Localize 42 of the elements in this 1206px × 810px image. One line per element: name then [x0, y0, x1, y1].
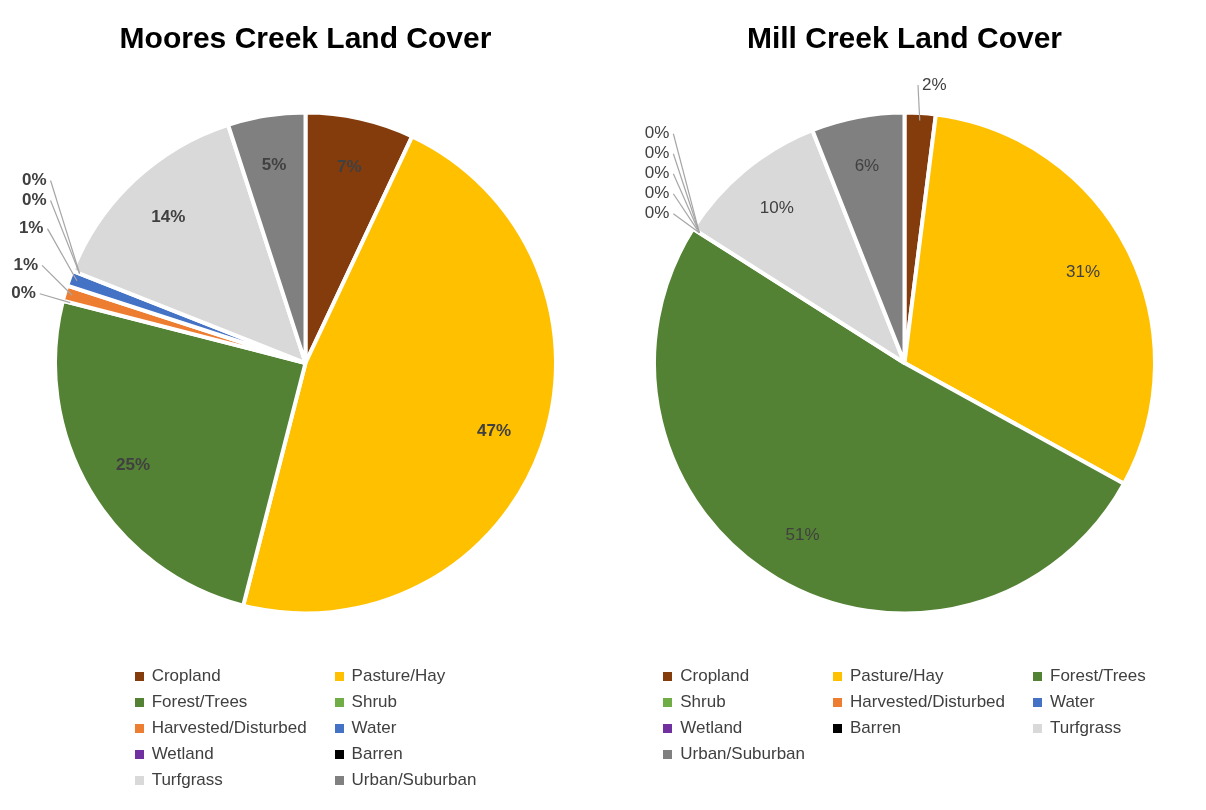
- legend-label: Shrub: [351, 692, 397, 712]
- legend-label: Forest/Trees: [1050, 666, 1146, 686]
- data-label: 14%: [151, 206, 186, 226]
- text: 0%: [644, 143, 670, 163]
- legend-label: Forest/Trees: [151, 692, 248, 712]
- legend-label: Turfgrass: [151, 770, 223, 790]
- data-label: 1%: [13, 254, 39, 274]
- legend-label: Urban/Suburban: [351, 770, 477, 790]
- legend-label: Cropland: [151, 666, 221, 686]
- legend-label: Urban/Suburban: [680, 744, 806, 764]
- legend-label: Shrub: [680, 692, 726, 712]
- legend-label: Pasture/Hay: [351, 666, 446, 686]
- legend-label: Barren: [850, 718, 902, 738]
- data-label: 6%: [854, 155, 880, 175]
- data-label: 5%: [261, 154, 287, 174]
- legend-label: Barren: [351, 744, 403, 764]
- legend-label: Water: [1050, 692, 1095, 712]
- text: 0%: [644, 123, 670, 143]
- data-label: 51%: [785, 525, 820, 545]
- text: 0%: [644, 163, 670, 183]
- chart-title: Moores Creek Land Cover: [119, 21, 492, 55]
- text: 0%: [644, 203, 670, 223]
- legend-label: Water: [351, 718, 397, 738]
- legend-label: Wetland: [680, 718, 743, 738]
- text: 0%: [21, 190, 47, 210]
- text: 0%: [21, 170, 47, 190]
- text: 0%: [11, 283, 36, 303]
- legend-label: Harvested/Disturbed: [151, 718, 307, 738]
- legend-label: Wetland: [151, 744, 214, 764]
- data-label: 10%: [759, 198, 794, 218]
- data-label: 25%: [115, 454, 151, 474]
- data-label: 47%: [477, 420, 512, 440]
- data-label: 7%: [336, 157, 362, 177]
- legend-label: Pasture/Hay: [850, 666, 944, 686]
- data-label: 2%: [921, 74, 947, 94]
- chart-title: Mill Creek Land Cover: [746, 21, 1063, 55]
- text: 0%: [644, 183, 670, 203]
- data-label: 31%: [1066, 261, 1101, 281]
- legend-label: Cropland: [680, 666, 750, 686]
- legend-label: Harvested/Disturbed: [850, 692, 1005, 712]
- legend-label: Turfgrass: [1050, 718, 1122, 738]
- data-label: 1%: [18, 218, 44, 238]
